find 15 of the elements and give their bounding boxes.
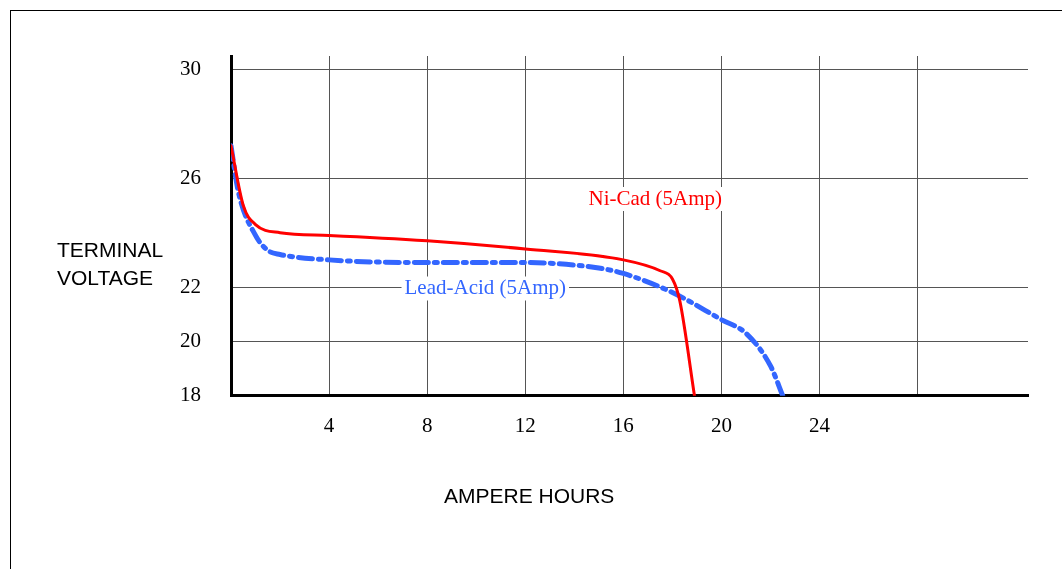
text: Ni-Cad (5Amp) xyxy=(588,185,723,210)
x-tick-label: 16 xyxy=(612,412,634,437)
y-tick-label: 18 xyxy=(180,382,201,407)
series-label: Lead-Acid (5Amp) xyxy=(404,275,567,300)
x-tick-label: 12 xyxy=(514,412,536,437)
x-axis-title: AMPERE HOURS xyxy=(444,484,615,508)
x-tick-label: 24 xyxy=(809,412,831,437)
y-tick-label: 26 xyxy=(180,164,201,189)
x-tick-label: 20 xyxy=(710,412,732,437)
y-tick-label: 20 xyxy=(180,327,201,352)
y-tick-label: 22 xyxy=(180,273,201,298)
y-axis-title: TERMINAL VOLTAGE xyxy=(57,237,164,291)
x-tick-label: 8 xyxy=(421,412,433,437)
y-tick-label: 30 xyxy=(180,56,201,81)
x-tick-label: 4 xyxy=(323,412,335,437)
